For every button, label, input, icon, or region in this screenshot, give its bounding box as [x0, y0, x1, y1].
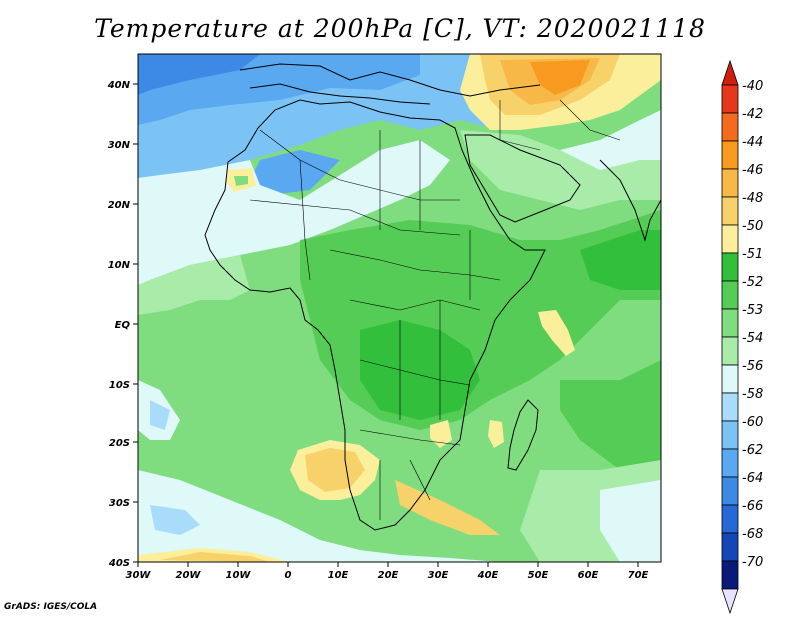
y-tick-label: 30S [109, 498, 130, 509]
colorbar-swatch [721, 420, 739, 450]
colorbar-label: -60 [742, 415, 763, 430]
colorbar-swatch [721, 168, 739, 198]
colorbar-swatch [721, 224, 739, 254]
x-tick-label: 10W [226, 570, 252, 581]
country-borders [249, 99, 621, 520]
x-tick-label: 50E [528, 570, 549, 581]
y-tick-label: EQ [115, 320, 131, 331]
y-tick-label: 20S [109, 438, 130, 449]
x-tick-label: 20W [176, 570, 202, 581]
x-tick-label: 30E [428, 570, 449, 581]
colorbar-swatch [721, 532, 739, 562]
x-tick-label: 60E [578, 570, 599, 581]
colorbar-label: -44 [742, 135, 763, 150]
colorbar-swatch [721, 504, 739, 534]
temperature-field [138, 54, 661, 562]
y-tick-label: 30N [108, 140, 131, 151]
x-tick-label: 0 [285, 570, 292, 581]
colorbar-swatch [721, 84, 739, 114]
colorbar-label: -70 [742, 555, 763, 570]
y-tick-label: 40N [107, 80, 131, 91]
colorbar-swatch [721, 308, 739, 338]
y-tick-label: 10S [109, 380, 130, 391]
x-tick-label: 70E [628, 570, 649, 581]
colorbar-swatch [721, 364, 739, 394]
colorbar-bottom-arrow [721, 588, 739, 615]
y-tick-label: 40S [108, 558, 130, 569]
x-tick-label: 40E [477, 570, 499, 581]
colorbar-swatch [721, 280, 739, 310]
colorbar-top-arrow [721, 59, 739, 86]
colorbar-swatch [721, 392, 739, 422]
colorbar-label: -42 [742, 107, 763, 122]
colorbar-label: -56 [742, 359, 763, 374]
credit-label: GrADS: IGES/COLA [4, 602, 98, 612]
colorbar-label: -64 [742, 471, 763, 486]
colorbar-swatch [721, 196, 739, 226]
colorbar-label: -40 [742, 79, 763, 94]
axis-ticks [133, 83, 639, 567]
colorbar-label: -48 [742, 191, 763, 206]
colorbar-swatch [721, 336, 739, 366]
colorbar-label: -54 [742, 331, 763, 346]
x-tick-label: 10E [328, 570, 349, 581]
colorbar-label: -50 [742, 219, 763, 234]
colorbar-label: -52 [742, 275, 763, 290]
colorbar-swatch [721, 252, 739, 282]
colorbar-swatch [721, 112, 739, 142]
colorbar-label: -68 [742, 527, 763, 542]
colorbar-label: -51 [742, 247, 763, 262]
coastline [204, 63, 661, 531]
colorbar-swatch [721, 476, 739, 506]
colorbar-label: -58 [742, 387, 763, 402]
colorbar-label: -66 [742, 499, 763, 514]
plot-frame [137, 53, 662, 563]
x-tick-label: 30W [126, 570, 152, 581]
colorbar-label: -62 [742, 443, 763, 458]
colorbar: -40 -42 -44 -46 -48 -50 -51 -52 -53 -54 -56 -58 -60 -… [721, 59, 763, 615]
colorbar-label: -53 [742, 303, 763, 318]
map-title: Temperature at 200hPa [C], VT: 202002111… [94, 14, 706, 43]
colorbar-swatch [721, 560, 739, 590]
y-tick-label: 20N [108, 200, 131, 211]
colorbar-label: -46 [742, 163, 763, 178]
colorbar-swatch [721, 140, 739, 170]
colorbar-swatch [721, 448, 739, 478]
y-tick-label: 10N [108, 260, 131, 271]
x-tick-label: 20E [378, 570, 399, 581]
